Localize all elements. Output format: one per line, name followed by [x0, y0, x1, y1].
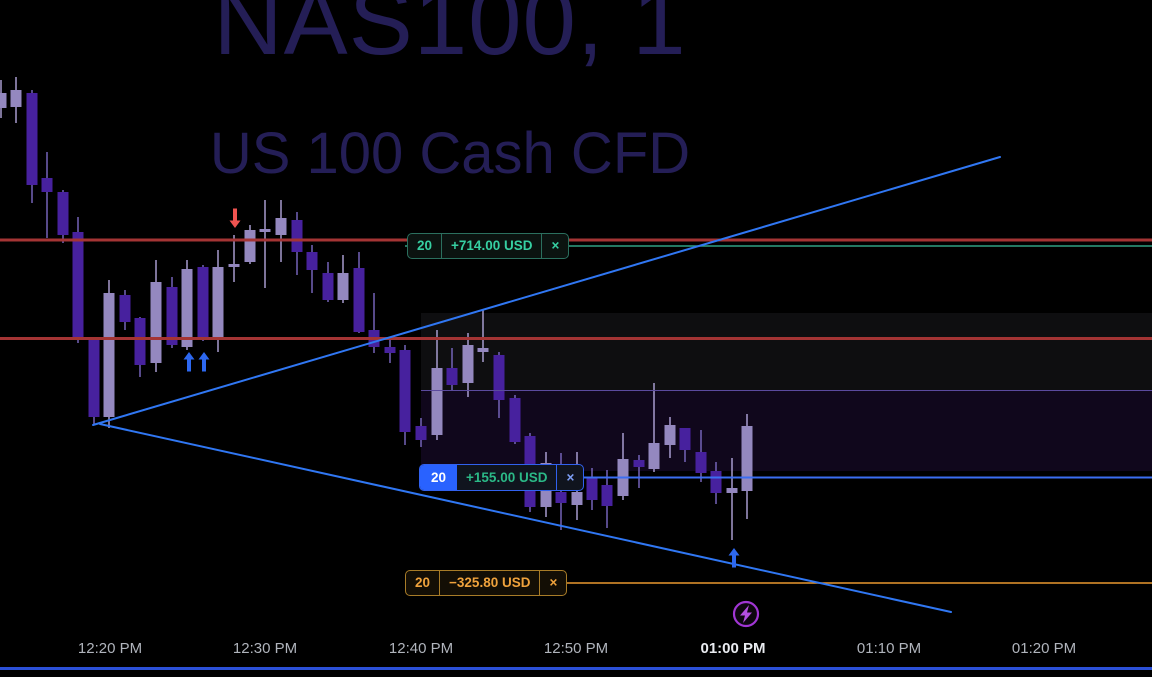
candle	[648, 383, 660, 472]
candle	[726, 458, 738, 540]
up-arrow-marker[interactable]	[183, 352, 195, 372]
candle	[26, 90, 38, 203]
candle	[679, 428, 691, 462]
candle	[353, 252, 365, 333]
candle	[664, 417, 676, 458]
up-arrow-marker[interactable]	[198, 352, 210, 372]
candle	[462, 333, 474, 397]
candle	[741, 414, 753, 519]
close-position-button[interactable]: ×	[541, 234, 568, 258]
candle	[134, 317, 146, 377]
up-arrow-marker[interactable]	[728, 548, 740, 568]
time-axis-label: 01:10 PM	[856, 640, 922, 657]
candle	[72, 217, 84, 343]
position-label-stop-loss[interactable]: 20 −325.80 USD ×	[405, 570, 568, 596]
candle	[337, 255, 349, 303]
candle	[586, 468, 598, 510]
position-quantity[interactable]: 20	[417, 238, 433, 253]
candle	[477, 310, 489, 362]
candle	[244, 225, 256, 264]
candle	[291, 212, 303, 275]
candle	[399, 345, 411, 445]
close-position-button[interactable]: ×	[539, 571, 566, 595]
candle	[0, 80, 7, 118]
candle	[275, 200, 287, 262]
position-pnl: −325.80 USD	[439, 571, 539, 595]
candle	[695, 430, 707, 482]
candle	[41, 152, 53, 238]
position-label-entry[interactable]: 20 +155.00 USD ×	[419, 464, 585, 491]
time-axis-label: 12:50 PM	[543, 640, 609, 657]
axis-separator	[0, 667, 1152, 670]
falling-trendline[interactable]	[99, 423, 952, 613]
candle	[197, 265, 209, 341]
candle	[10, 77, 22, 123]
position-label-take-profit[interactable]: 20 +714.00 USD ×	[407, 233, 570, 259]
flash-icon[interactable]	[732, 600, 760, 628]
candle	[212, 250, 224, 352]
time-axis-label: 12:20 PM	[77, 640, 143, 657]
down-arrow-marker[interactable]	[229, 208, 241, 229]
time-axis-label: 12:30 PM	[232, 640, 298, 657]
candle	[103, 280, 115, 428]
candle	[57, 190, 69, 243]
candle	[431, 330, 443, 440]
time-axis-label: 01:00 PM	[700, 640, 766, 657]
candle	[415, 418, 427, 447]
candle	[166, 277, 178, 348]
position-lower-zone	[421, 391, 1152, 471]
time-axis[interactable]: 12:20 PM 12:30 PM 12:40 PM 12:50 PM 01:00 PM…	[0, 634, 1152, 667]
candle	[493, 352, 505, 418]
candle	[228, 235, 240, 282]
candle	[446, 348, 458, 390]
candle	[384, 338, 396, 363]
candle	[119, 290, 131, 330]
candle	[710, 462, 722, 504]
time-axis-label: 01:20 PM	[1011, 640, 1077, 657]
close-position-button[interactable]: ×	[556, 465, 583, 490]
position-quantity[interactable]: 20	[415, 575, 431, 590]
candle	[259, 200, 271, 288]
position-pnl: +155.00 USD	[466, 470, 548, 485]
candle	[509, 395, 521, 444]
candle	[306, 245, 318, 293]
candle	[181, 260, 193, 350]
position-upper-zone	[421, 313, 1152, 390]
candle	[88, 338, 100, 424]
candle	[633, 455, 645, 488]
position-pnl: +714.00 USD	[441, 234, 541, 258]
candle	[601, 470, 613, 528]
candle	[150, 260, 162, 372]
time-axis-label: 12:40 PM	[388, 640, 454, 657]
rising-trendline[interactable]	[92, 156, 1001, 426]
candle	[322, 262, 334, 302]
position-quantity[interactable]: 20	[420, 465, 458, 490]
